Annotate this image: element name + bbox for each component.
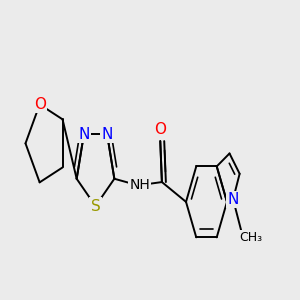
- Text: N: N: [227, 192, 239, 207]
- Text: S: S: [91, 199, 100, 214]
- Text: O: O: [34, 97, 46, 112]
- Text: NH: NH: [129, 178, 150, 192]
- Text: CH₃: CH₃: [240, 231, 263, 244]
- Text: O: O: [154, 122, 166, 137]
- Text: N: N: [101, 127, 113, 142]
- Text: N: N: [78, 127, 89, 142]
